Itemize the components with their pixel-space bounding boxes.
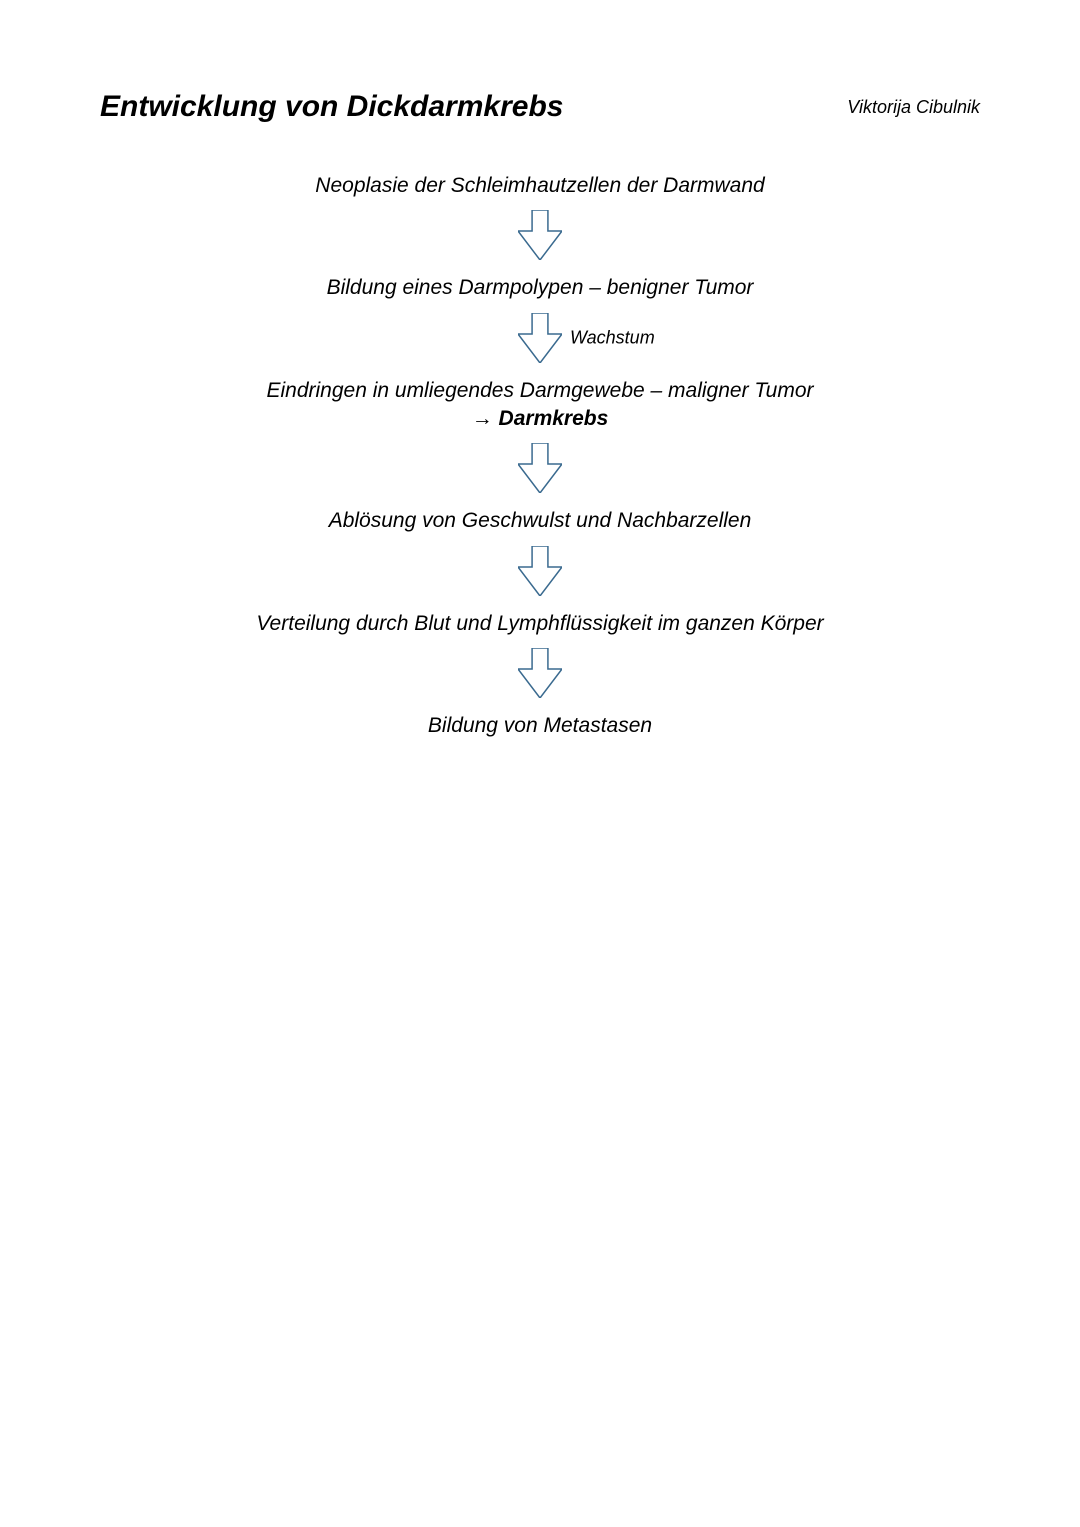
flow-step: Bildung eines Darmpolypen – benigner Tum… — [327, 274, 754, 302]
flow-step: Bildung von Metastasen — [428, 712, 652, 740]
flow-arrow — [518, 443, 562, 493]
flow-arrow: Wachstum — [518, 313, 562, 363]
flowchart: Neoplasie der Schleimhautzellen der Darm… — [100, 172, 980, 740]
flow-step: Ablösung von Geschwulst und Nachbarzelle… — [329, 507, 752, 535]
arrow-label: Wachstum — [570, 327, 655, 348]
flow-arrow — [518, 546, 562, 596]
flow-step-emphasis: → Darmkrebs — [472, 407, 609, 430]
author-name: Viktorija Cibulnik — [847, 97, 980, 124]
page-title: Entwicklung von Dickdarmkrebs — [100, 90, 563, 124]
header: Entwicklung von Dickdarmkrebs Viktorija … — [100, 90, 980, 124]
flow-step: Eindringen in umliegendes Darmgewebe – m… — [266, 377, 813, 434]
flow-arrow — [518, 210, 562, 260]
flow-step: Neoplasie der Schleimhautzellen der Darm… — [315, 172, 764, 200]
flow-step: Verteilung durch Blut und Lymphflüssigke… — [256, 610, 823, 638]
flow-arrow — [518, 648, 562, 698]
